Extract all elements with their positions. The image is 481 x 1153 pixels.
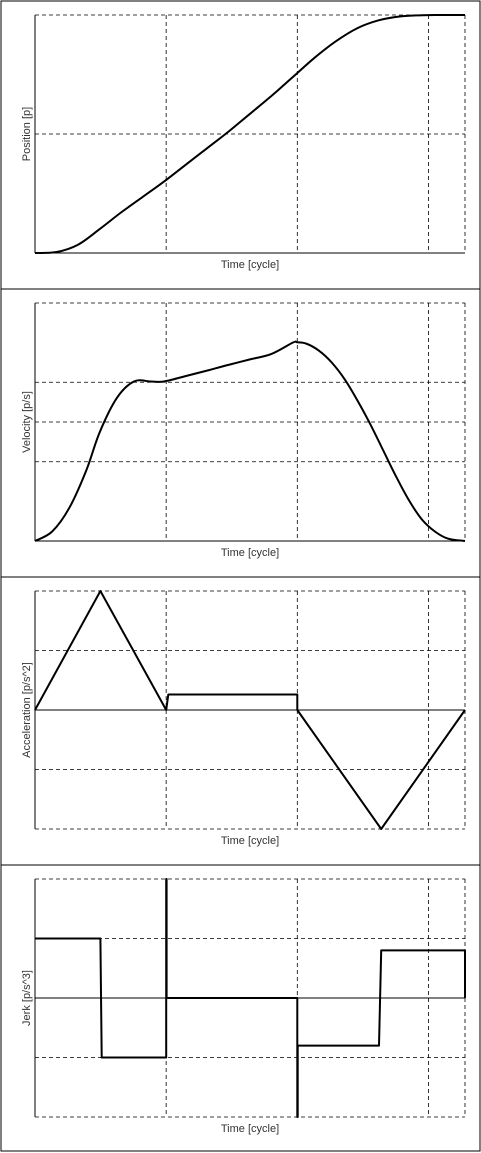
series-line-1 (34, 340, 466, 542)
y-axis-label: Acceleration [p/s^2] (21, 662, 33, 758)
chart-panel-3: Time [cycle] Acceleration [p/s^2] (0, 576, 481, 866)
series-line-1 (35, 878, 466, 1118)
series-line-1 (34, 14, 465, 254)
chart-panel-2: Time [cycle] Velocity [p/s] (0, 288, 481, 578)
panel-frame (0, 864, 481, 1152)
y-axis-label: Jerk [p/s^3] (21, 970, 33, 1026)
series-line-1 (34, 590, 466, 830)
chart-panel-1: Time [cycle] Position [p] (0, 0, 481, 290)
y-axis-label: Velocity [p/s] (21, 391, 33, 453)
y-axis-label: Position [p] (21, 107, 33, 161)
x-axis-label: Time [cycle] (221, 1123, 279, 1135)
panel-frame (0, 0, 481, 290)
panel-frame (0, 288, 481, 578)
chart-panel-4: Time [cycle] Jerk [p/s^3] (0, 864, 481, 1152)
x-axis-label: Time [cycle] (221, 547, 279, 559)
panel-frame (0, 576, 481, 866)
x-axis-label: Time [cycle] (221, 259, 279, 271)
x-axis-label: Time [cycle] (221, 835, 279, 847)
